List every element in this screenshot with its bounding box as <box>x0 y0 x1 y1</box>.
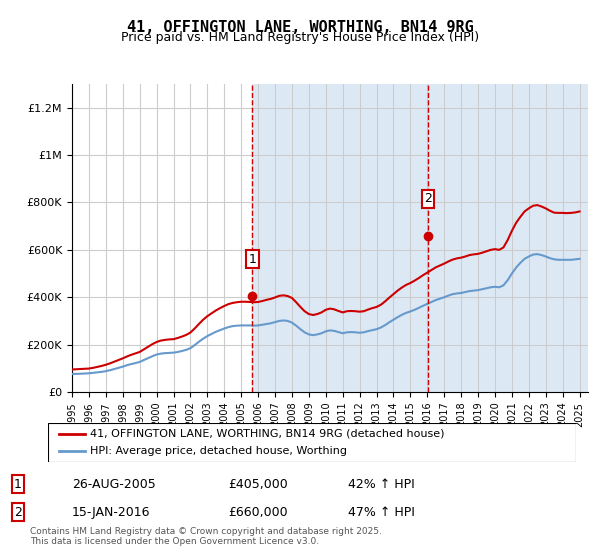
Text: 2: 2 <box>14 506 22 519</box>
Text: 2: 2 <box>424 193 432 206</box>
Bar <box>252 84 588 392</box>
Text: 47% ↑ HPI: 47% ↑ HPI <box>348 506 415 519</box>
Text: 1: 1 <box>248 253 256 266</box>
Text: HPI: Average price, detached house, Worthing: HPI: Average price, detached house, Wort… <box>90 446 347 456</box>
Text: £405,000: £405,000 <box>228 478 288 491</box>
Text: 41, OFFINGTON LANE, WORTHING, BN14 9RG (detached house): 41, OFFINGTON LANE, WORTHING, BN14 9RG (… <box>90 429 445 439</box>
Text: 1: 1 <box>14 478 22 491</box>
Text: Price paid vs. HM Land Registry's House Price Index (HPI): Price paid vs. HM Land Registry's House … <box>121 31 479 44</box>
Text: 26-AUG-2005: 26-AUG-2005 <box>72 478 156 491</box>
Text: Contains HM Land Registry data © Crown copyright and database right 2025.
This d: Contains HM Land Registry data © Crown c… <box>30 526 382 546</box>
Text: £660,000: £660,000 <box>228 506 287 519</box>
Text: 42% ↑ HPI: 42% ↑ HPI <box>348 478 415 491</box>
FancyBboxPatch shape <box>48 423 576 462</box>
Text: 41, OFFINGTON LANE, WORTHING, BN14 9RG: 41, OFFINGTON LANE, WORTHING, BN14 9RG <box>127 20 473 35</box>
Text: 15-JAN-2016: 15-JAN-2016 <box>72 506 151 519</box>
